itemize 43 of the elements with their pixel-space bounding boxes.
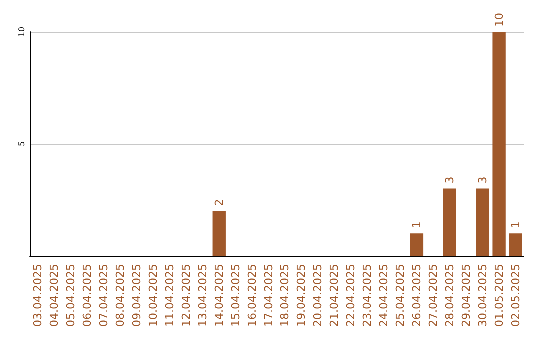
bar: [509, 234, 522, 256]
x-tick-label: 12.04.2025: [180, 264, 193, 327]
x-tick-label: 01.05.2025: [492, 264, 506, 327]
x-tick-label: 14.04.2025: [212, 264, 226, 327]
x-tick-label: 05.04.2025: [64, 264, 78, 327]
data-label: 2: [212, 199, 226, 206]
x-tick-label: 22.04.2025: [344, 264, 358, 327]
x-tick-label: 26.04.2025: [410, 264, 424, 327]
data-label: 1: [410, 222, 424, 229]
x-tick-label: 19.04.2025: [295, 264, 308, 327]
x-tick-label: 08.04.2025: [114, 264, 128, 327]
x-tick-label: 06.04.2025: [81, 264, 94, 327]
x-tick-label: 10.04.2025: [147, 264, 160, 327]
x-tick-label: 25.04.2025: [394, 264, 407, 327]
x-tick-label: 18.04.2025: [278, 264, 292, 327]
x-tick-label: 29.04.2025: [460, 264, 473, 327]
x-tick-label: 16.04.2025: [246, 264, 259, 327]
x-tick-label: 28.04.2025: [443, 264, 456, 327]
y-tick-label: 5: [18, 141, 26, 147]
x-tick-label: 11.04.2025: [163, 264, 176, 327]
data-label: 10: [492, 13, 506, 27]
x-tick-label: 13.04.2025: [196, 264, 210, 327]
x-tick-label: 30.04.2025: [476, 264, 490, 327]
data-label: 3: [443, 176, 456, 184]
x-tick-label: 20.04.2025: [312, 264, 325, 327]
bar: [443, 188, 456, 256]
x-tick-label: 02.05.2025: [509, 264, 522, 327]
x-tick-label: 04.04.2025: [48, 264, 62, 327]
x-tick-label: 15.04.2025: [229, 264, 242, 327]
bar: [212, 211, 226, 256]
x-tick-label: 09.04.2025: [130, 264, 144, 327]
data-label: 3: [476, 176, 490, 184]
x-tick-label: 21.04.2025: [328, 264, 342, 327]
bar: [476, 188, 490, 256]
bar: [492, 32, 506, 256]
data-label: 1: [509, 222, 522, 229]
x-tick-label: 23.04.2025: [361, 264, 374, 327]
x-tick-label: 03.04.2025: [32, 264, 45, 327]
x-tick-label: 07.04.2025: [98, 264, 111, 327]
x-tick-label: 17.04.2025: [262, 264, 276, 327]
x-tick-label: 24.04.2025: [378, 264, 391, 327]
x-tick-label: 27.04.2025: [426, 264, 440, 327]
bar: [410, 234, 424, 256]
